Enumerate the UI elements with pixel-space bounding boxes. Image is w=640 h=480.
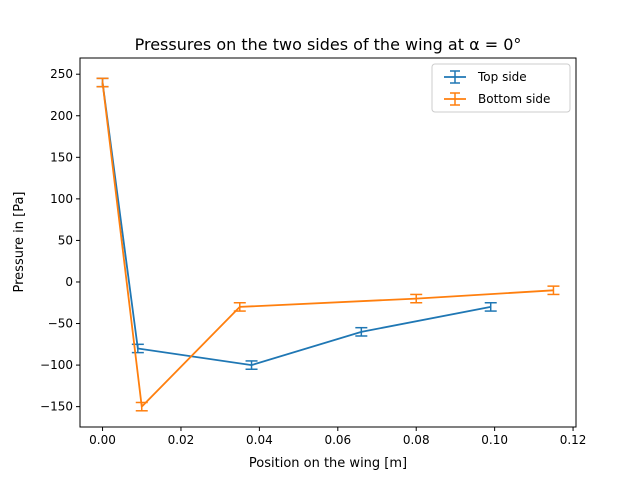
x-tick-label-5: 0.10 xyxy=(481,433,508,447)
y-tick-label-8: 250 xyxy=(50,67,73,81)
legend-box xyxy=(431,63,571,113)
y-tick-label-6: 150 xyxy=(50,150,73,164)
x-tick-label-1: 0.02 xyxy=(168,433,195,447)
y-tick-label-0: −150 xyxy=(40,400,73,414)
y-tick-label-1: −100 xyxy=(40,358,73,372)
y-tick-label-2: −50 xyxy=(48,317,73,331)
y-tick-label-7: 200 xyxy=(50,109,73,123)
legend-label-0: Top side xyxy=(477,70,527,84)
chart-title: Pressures on the two sides of the wing a… xyxy=(135,35,522,54)
y-tick-label-5: 100 xyxy=(50,192,73,206)
y-axis-label: Pressure in [Pa] xyxy=(12,192,27,293)
series-line-0 xyxy=(101,82,491,366)
x-tick-label-3: 0.06 xyxy=(324,433,351,447)
plot-frame xyxy=(79,57,577,428)
x-tick-label-2: 0.04 xyxy=(246,433,273,447)
legend-label-1: Bottom side xyxy=(478,92,550,106)
x-axis-label: Position on the wing [m] xyxy=(249,456,407,471)
x-tick-label-4: 0.08 xyxy=(403,433,430,447)
x-tick-label-6: 0.12 xyxy=(560,433,587,447)
y-tick-label-3: 0 xyxy=(65,275,73,289)
y-tick-label-4: 50 xyxy=(58,233,73,247)
series-line-1 xyxy=(101,82,554,409)
x-tick-label-0: 0.00 xyxy=(89,433,116,447)
